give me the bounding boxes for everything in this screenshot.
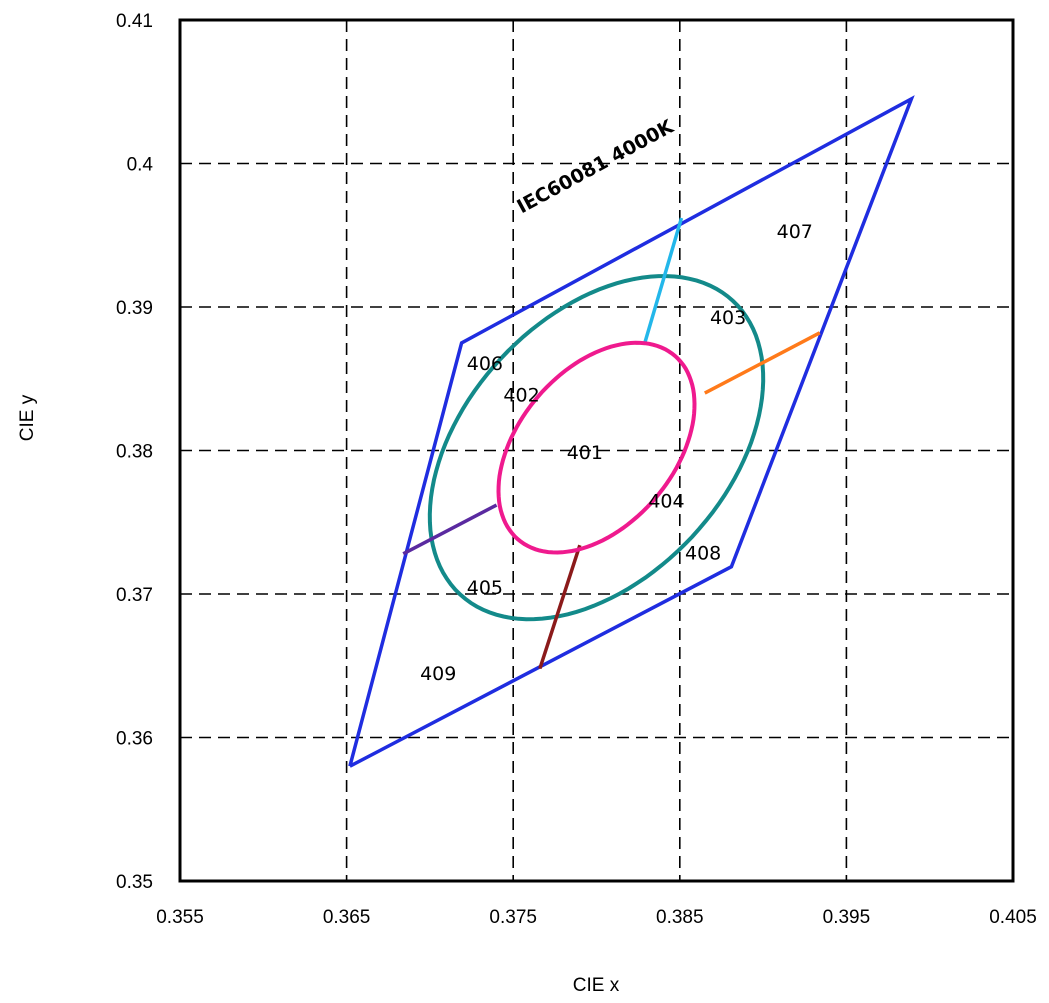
region-label-402: 402 <box>503 385 539 407</box>
y-tick-label: 0.4 <box>127 155 154 176</box>
region-label-403: 403 <box>710 307 746 329</box>
region-label-406: 406 <box>467 353 503 375</box>
y-axis-title: CIE y <box>17 394 38 441</box>
region-label-404: 404 <box>648 491 684 513</box>
y-tick-label: 0.37 <box>116 585 153 606</box>
x-tick-label: 0.405 <box>989 907 1037 928</box>
y-tick-label: 0.38 <box>116 442 153 463</box>
tick-labels: 0.355 0.365 0.375 0.385 0.395 0.405 0.35 0.36 0.… <box>116 11 1037 928</box>
x-tick-label: 0.385 <box>656 907 704 928</box>
plot-data <box>348 95 915 768</box>
segment-top <box>643 217 684 344</box>
x-axis-title: CIE x <box>573 975 620 996</box>
region-label-408: 408 <box>685 542 721 564</box>
segment-bottom <box>538 544 582 670</box>
iec-boundary-polygon <box>348 95 915 768</box>
region-labels: 401 402 403 404 405 406 407 408 409 IEC60081 4000… <box>420 115 813 685</box>
y-tick-label: 0.39 <box>116 298 153 319</box>
region-label-407: 407 <box>777 221 813 243</box>
region-label-405: 405 <box>467 577 503 599</box>
x-tick-label: 0.375 <box>489 907 537 928</box>
outer-ellipse <box>427 274 766 622</box>
segment-right <box>703 331 821 395</box>
region-label-409: 409 <box>420 663 456 685</box>
x-tick-label: 0.395 <box>823 907 871 928</box>
inner-ellipse <box>496 340 697 555</box>
region-label-401: 401 <box>567 442 603 464</box>
plot-frame <box>178 18 1015 883</box>
x-tick-label: 0.355 <box>156 907 204 928</box>
band-label: IEC60081 4000K <box>513 115 678 218</box>
segment-left <box>402 503 498 556</box>
y-tick-label: 0.41 <box>116 11 153 32</box>
y-tick-label: 0.36 <box>116 729 153 750</box>
x-tick-label: 0.365 <box>323 907 371 928</box>
y-tick-label: 0.35 <box>116 872 153 893</box>
grid-lines <box>180 20 1013 881</box>
